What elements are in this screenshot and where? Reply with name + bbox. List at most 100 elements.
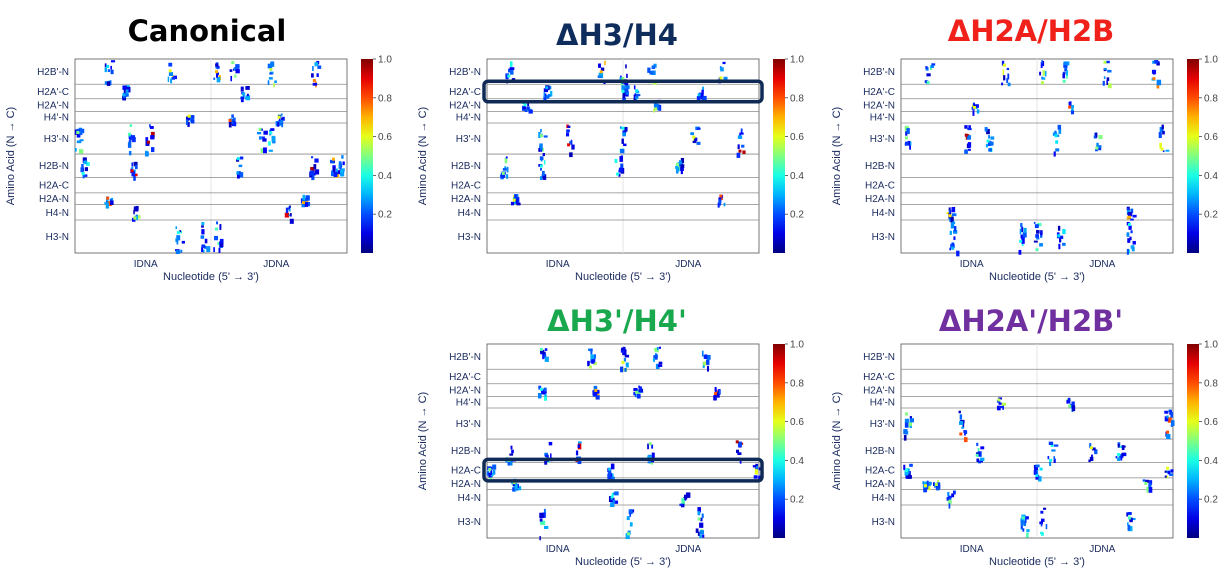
contact-cell: [544, 354, 547, 359]
contact-cell: [239, 156, 244, 160]
contact-cell: [1040, 62, 1043, 68]
contact-cell: [82, 173, 85, 179]
highlight-box: [482, 457, 764, 483]
contact-cluster: [543, 85, 553, 102]
contact-cell: [699, 534, 702, 539]
contact-cell: [1144, 479, 1149, 483]
contact-cell: [987, 140, 992, 146]
contact-cluster: [996, 397, 1007, 411]
contact-cell: [201, 229, 205, 235]
contact-cell: [219, 242, 224, 248]
contact-peak: [269, 131, 273, 135]
row-label: H4-N: [872, 493, 895, 504]
contact-cell: [1026, 529, 1030, 533]
contact-cell: [512, 482, 517, 487]
contact-cell: [578, 441, 582, 444]
contact-cell: [629, 509, 632, 512]
contact-cell: [1062, 73, 1066, 79]
contact-cluster: [903, 463, 913, 480]
contact-cell: [1146, 486, 1151, 493]
contact-cell: [1170, 469, 1174, 473]
colorbar-tick-label: 0.4: [790, 456, 804, 467]
contact-cell: [1165, 149, 1170, 152]
contact-cell: [280, 119, 283, 124]
contact-cell: [544, 356, 549, 362]
contact-cell: [590, 354, 595, 360]
contact-cell: [304, 198, 309, 205]
contact-cell: [126, 89, 129, 95]
contact-cell: [998, 402, 1002, 405]
colorbar-tick-label: 1.0: [1204, 55, 1218, 66]
contact-cell: [127, 142, 132, 148]
contact-cell: [909, 416, 912, 419]
contact-cell: [1107, 69, 1112, 73]
contact-cell: [131, 217, 136, 222]
contact-cell: [1126, 209, 1130, 214]
contact-cluster: [175, 226, 185, 255]
contact-cell: [952, 221, 956, 225]
contact-cell: [1098, 135, 1103, 140]
contact-cell: [1065, 70, 1068, 76]
contact-peak: [959, 432, 963, 436]
contact-cell: [1042, 60, 1045, 67]
contact-cell: [180, 230, 182, 234]
contact-cell: [133, 161, 138, 167]
contact-peak: [719, 76, 723, 80]
contact-cell: [961, 426, 964, 429]
contact-cluster: [1115, 442, 1127, 461]
contact-cell: [1106, 77, 1110, 82]
contact-cell: [681, 500, 685, 506]
contact-cell: [714, 389, 717, 392]
contact-cell: [587, 360, 590, 367]
contact-cell: [110, 60, 116, 63]
contact-cell: [1062, 229, 1066, 235]
contact-cell: [285, 207, 289, 214]
contact-cell: [755, 465, 758, 469]
contact-peak: [697, 517, 701, 521]
row-label: H2A'-N: [449, 386, 481, 397]
contact-peak: [697, 93, 701, 97]
contact-cluster: [486, 464, 497, 479]
contact-cluster: [625, 509, 635, 540]
contact-cell: [507, 460, 511, 466]
contact-cell: [76, 128, 81, 133]
contact-cell: [907, 473, 910, 480]
contact-peak: [1166, 430, 1170, 434]
contact-cell: [509, 453, 514, 456]
contact-cell: [926, 480, 929, 486]
contact-cell: [702, 95, 707, 101]
contact-cell: [622, 97, 626, 103]
contact-cell: [540, 129, 542, 133]
contact-cell: [1048, 441, 1054, 445]
contact-cell: [492, 464, 497, 470]
contact-cell: [1129, 236, 1132, 241]
contact-cell: [904, 469, 909, 476]
contact-cell: [963, 437, 968, 443]
contact-cell: [539, 143, 543, 150]
contact-cell: [1166, 433, 1171, 440]
row-label: H2A-C: [451, 181, 481, 192]
contact-peak: [512, 198, 516, 202]
contact-cell: [723, 76, 728, 82]
row-label: H3'-N: [870, 134, 895, 145]
contact-cluster: [1020, 514, 1030, 538]
contact-cell: [620, 163, 624, 169]
contact-cell: [595, 395, 600, 400]
contact-cell: [289, 205, 291, 208]
contact-cell: [946, 497, 950, 501]
contact-cell: [230, 75, 233, 82]
row-label: H2B'-N: [863, 352, 895, 363]
contact-cell: [976, 442, 979, 446]
row-label: H2B'-N: [37, 67, 69, 78]
contact-cell: [976, 104, 979, 108]
contact-cluster: [539, 508, 549, 541]
contact-peak: [719, 194, 723, 198]
contact-cell: [1055, 140, 1059, 144]
contact-cell: [1066, 400, 1069, 404]
contact-cell: [145, 137, 149, 141]
contact-peak: [242, 92, 246, 96]
contact-cell: [1036, 230, 1040, 234]
contact-cell: [633, 97, 637, 102]
contact-cell: [903, 464, 906, 471]
contact-cell: [905, 473, 909, 479]
